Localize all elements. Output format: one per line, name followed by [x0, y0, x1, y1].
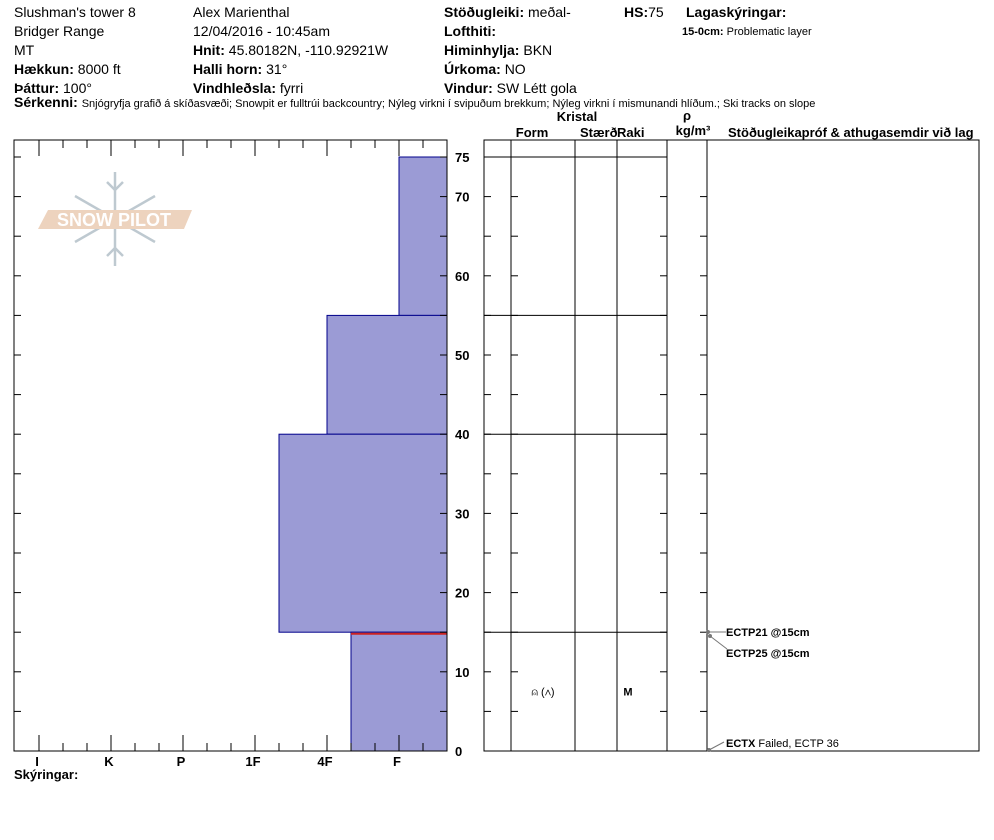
table-frame	[483, 139, 980, 752]
arrow-head-icon	[707, 748, 711, 752]
precipitation: Úrkoma: NO	[444, 60, 526, 77]
y-tick-label: 10	[455, 665, 469, 680]
header-density: kg/m³	[676, 123, 711, 138]
wind-loading: Vindhleðsla: fyrri	[193, 80, 303, 96]
hardness-layer-bar	[350, 631, 448, 752]
x-tick-label: K	[104, 754, 114, 769]
x-tick-label: P	[177, 754, 186, 769]
legend-label: Skýringar:	[14, 767, 78, 782]
coordinates: Hnit: 45.80182N, -110.92921W	[193, 42, 389, 58]
x-tick-label: F	[393, 754, 401, 769]
hardness-layer-bar	[398, 156, 448, 316]
observer: Alex Marienthal	[193, 4, 290, 20]
y-tick-label: 50	[455, 348, 469, 363]
y-tick-label: 0	[455, 744, 462, 759]
elevation: Hækkun: 8000 ft	[14, 61, 121, 77]
stability-test: ECTP21 @15cm	[726, 627, 810, 639]
test-arrow-icon	[709, 635, 728, 650]
sky-cover: Himinhylja: BKN	[444, 42, 552, 58]
slope-angle: Halli horn: 31°	[193, 61, 287, 77]
x-tick-label: I	[35, 754, 39, 769]
hardness-layer-bar	[278, 433, 448, 633]
arrow-head-icon	[708, 634, 712, 638]
stability-test: ECTP25 @15cm	[726, 648, 810, 660]
wind: Vindur: SW Létt gola	[444, 80, 577, 96]
header-tests: Stöðugleikapróf & athugasemdir við lag	[728, 125, 974, 140]
y-tick-label: 30	[455, 506, 469, 521]
test-arrow-icon	[708, 741, 725, 751]
y-tick-label: 20	[455, 586, 469, 601]
svg-text:SNOW PILOT: SNOW PILOT	[57, 210, 171, 230]
snowpilot-logo: SNOW PILOT	[38, 172, 192, 266]
stability-test: ECTX Failed, ECTP 36	[726, 738, 839, 750]
header-moisture: Raki	[617, 125, 644, 140]
layer-notes-label: Lagaskýringar:	[686, 4, 786, 20]
test-code: ECTP21 @15cm	[726, 627, 810, 639]
y-tick-label: 40	[455, 427, 469, 442]
layer-form: ⍝ (∧)	[531, 687, 554, 699]
location: Slushman's tower 8	[14, 4, 136, 20]
snow-height: HS:75	[624, 4, 664, 20]
layer-moisture: M	[623, 687, 632, 699]
test-code: ECTX	[726, 738, 756, 750]
header-crystal: Kristal	[557, 109, 597, 124]
y-tick-label: 75	[455, 150, 469, 165]
y-tick-label: 60	[455, 269, 469, 284]
stability: Stöðugleiki: meðal-	[444, 4, 571, 20]
x-tick-label: 4F	[317, 754, 332, 769]
layer-note: 15-0cm: Problematic layer	[682, 26, 812, 38]
arrow-head-icon	[706, 630, 710, 634]
header-form: Form	[516, 125, 549, 140]
header-rho: ρ	[683, 108, 691, 123]
hardness-profile-chart: I K P 1F 4F F 0 10 20 30 40 50 60 70 75	[13, 139, 469, 769]
air-temp: Lofthiti:	[444, 23, 496, 39]
hardness-layer-bar	[326, 314, 448, 435]
x-tick-label: 1F	[245, 754, 260, 769]
datetime: 12/04/2016 - 10:45am	[193, 23, 330, 39]
y-tick-label: 70	[455, 190, 469, 205]
layer-table: ⍝ (∧) M ECTP21 @15cm ECTP25 @15cm ECTX Faile…	[483, 139, 980, 752]
test-detail: Failed, ECTP 36	[755, 738, 839, 750]
state: MT	[14, 42, 35, 58]
aspect: Þáttur: 100°	[14, 80, 92, 96]
range: Bridger Range	[14, 23, 104, 39]
test-code: ECTP25 @15cm	[726, 648, 810, 660]
header-size: Stærð	[580, 125, 618, 140]
features: Sérkenni: Snjógryfja grafið á skíðasvæði…	[14, 94, 815, 110]
